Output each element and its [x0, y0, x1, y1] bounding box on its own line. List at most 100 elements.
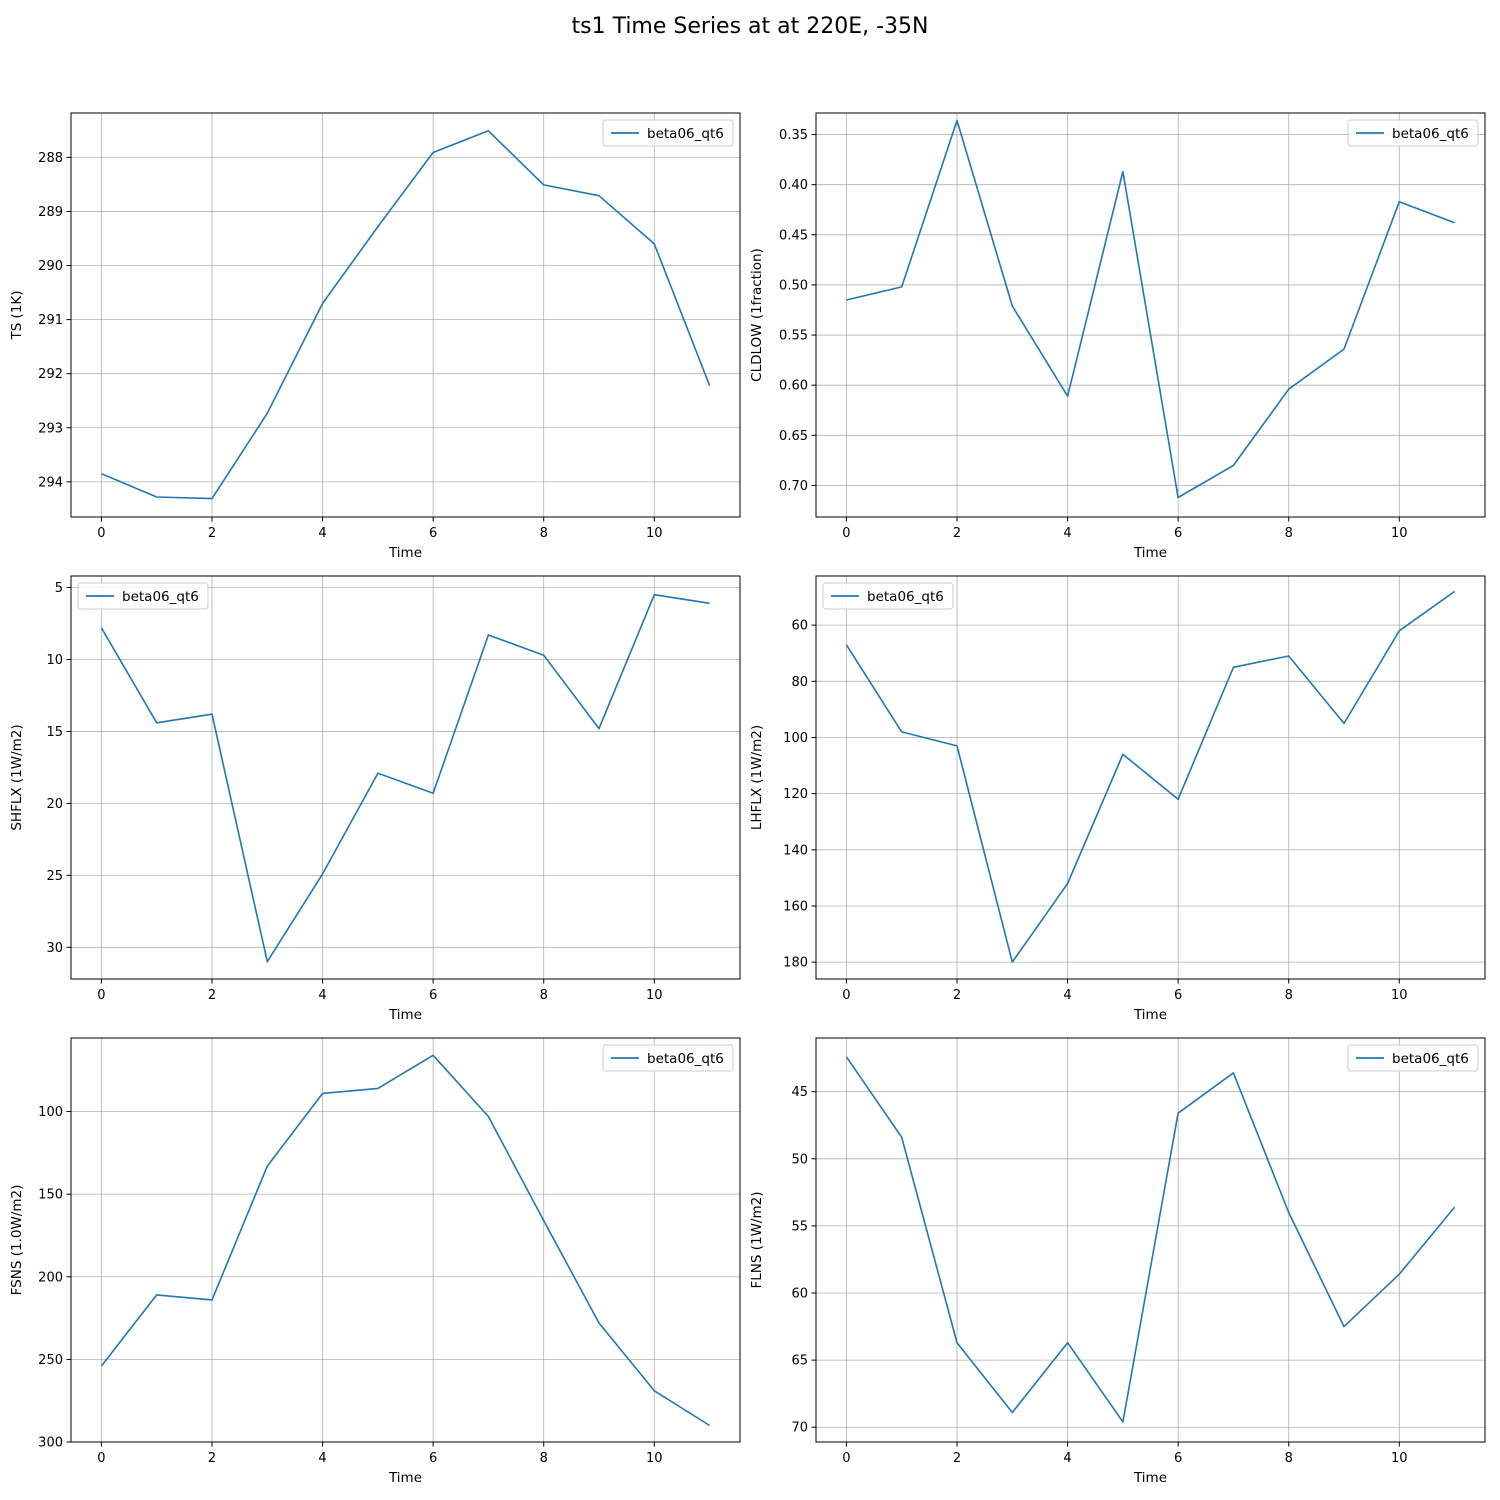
x-tick-label: 6	[429, 988, 437, 1003]
x-tick-label: 6	[1174, 526, 1182, 541]
x-tick-label: 8	[540, 988, 548, 1003]
legend-label: beta06_qt6	[647, 126, 724, 142]
y-tick-label: 289	[38, 205, 63, 220]
y-tick-label: 0.40	[779, 178, 808, 193]
y-tick-label: 294	[38, 475, 63, 490]
legend-label: beta06_qt6	[1392, 1051, 1469, 1067]
x-tick-label: 0	[97, 526, 105, 541]
y-tick-label: 0.45	[779, 228, 808, 243]
legend: beta06_qt6	[1347, 119, 1479, 147]
y-tick-label: 15	[46, 725, 63, 740]
x-tick-label: 2	[953, 988, 961, 1003]
series-line-beta06_qt6	[845, 1056, 1456, 1423]
y-tick-label: 293	[38, 421, 63, 436]
subplot-4: 0 2 4 6 8 10 60 80 100 120 140 160 180 Time LHFLX (1W/…	[749, 575, 1486, 1023]
x-tick-label: 8	[540, 526, 548, 541]
y-tick-label: 0.55	[779, 329, 808, 344]
x-tick-label: 6	[1174, 1451, 1182, 1466]
legend-box	[77, 582, 209, 610]
y-tick-label: 0.35	[779, 128, 808, 143]
legend: beta06_qt6	[1347, 1044, 1479, 1072]
subplot-5: 0 2 4 6 8 10 100 150 200 250 300 Time FSNS (1.0W/m2)…	[9, 1037, 741, 1486]
y-tick-label: 20	[46, 797, 63, 812]
y-tick-label: 45	[791, 1085, 808, 1100]
x-axis-label: Time	[388, 1470, 422, 1486]
y-tick-label: 100	[783, 731, 808, 746]
y-tick-label: 25	[46, 869, 63, 884]
legend-box	[602, 119, 734, 147]
y-tick-label: 60	[791, 1287, 808, 1302]
x-tick-label: 2	[208, 526, 216, 541]
legend-box	[1347, 1044, 1479, 1072]
x-tick-label: 10	[1391, 988, 1408, 1003]
x-axis-label: Time	[1133, 545, 1167, 561]
y-tick-label: 288	[38, 151, 63, 166]
x-tick-label: 10	[646, 1451, 663, 1466]
plot-frame	[70, 1037, 741, 1443]
y-tick-label: 150	[38, 1188, 63, 1203]
x-tick-label: 0	[97, 1451, 105, 1466]
x-tick-label: 2	[953, 1451, 961, 1466]
legend-box	[602, 1044, 734, 1072]
y-axis-label: CLDLOW (1fraction)	[749, 248, 765, 382]
y-tick-label: 70	[791, 1421, 808, 1436]
legend-box	[1347, 119, 1479, 147]
x-tick-label: 10	[1391, 1451, 1408, 1466]
x-tick-label: 8	[540, 1451, 548, 1466]
legend: beta06_qt6	[602, 119, 734, 147]
x-tick-label: 4	[318, 1451, 326, 1466]
x-axis-label: Time	[1133, 1470, 1167, 1486]
y-tick-label: 30	[46, 941, 63, 956]
y-tick-label: 55	[791, 1219, 808, 1234]
y-tick-label: 180	[783, 956, 808, 971]
x-tick-label: 0	[842, 988, 850, 1003]
subplot-6: 0 2 4 6 8 10 45 50 55 60 65 70 Time FLNS (1W/m2) beta0…	[749, 1037, 1486, 1486]
x-tick-label: 4	[318, 988, 326, 1003]
y-tick-label: 0.50	[779, 278, 808, 293]
x-tick-label: 10	[646, 526, 663, 541]
legend: beta06_qt6	[822, 582, 954, 610]
x-axis-label: Time	[1133, 1007, 1167, 1023]
x-tick-label: 2	[953, 526, 961, 541]
plot-frame	[70, 112, 741, 518]
y-tick-label: 65	[791, 1354, 808, 1369]
legend-label: beta06_qt6	[867, 589, 944, 605]
subplot-3: 0 2 4 6 8 10 5 10 15 20 25 30 Time SHFLX (1W/m2) beta0…	[9, 575, 741, 1023]
y-axis-label: FSNS (1.0W/m2)	[9, 1185, 25, 1296]
series-line-beta06_qt6	[100, 593, 710, 963]
legend: beta06_qt6	[77, 582, 209, 610]
y-tick-label: 140	[783, 843, 808, 858]
x-tick-label: 0	[97, 988, 105, 1003]
legend: beta06_qt6	[602, 1044, 734, 1072]
x-tick-label: 8	[1285, 988, 1293, 1003]
y-axis-label: FLNS (1W/m2)	[749, 1191, 765, 1288]
subplot-2: 0 2 4 6 8 10 0.35 0.40 0.45 0.50 0.55 0.60 0.65 0.70 T…	[749, 112, 1486, 561]
y-axis-label: TS (1K)	[9, 290, 25, 340]
x-tick-label: 4	[1063, 1451, 1071, 1466]
y-tick-label: 160	[783, 899, 808, 914]
plot-frame	[815, 112, 1486, 518]
y-tick-label: 300	[38, 1436, 63, 1451]
series-line-beta06_qt6	[100, 1054, 711, 1427]
x-tick-label: 4	[1063, 526, 1071, 541]
x-tick-label: 8	[1285, 1451, 1293, 1466]
subplot-1: 0 2 4 6 8 10 288 289 290 291 292 293 294 Time TS (1K) b…	[9, 112, 741, 561]
x-tick-label: 10	[1391, 526, 1408, 541]
legend-label: beta06_qt6	[647, 1051, 724, 1067]
x-tick-label: 6	[1174, 988, 1182, 1003]
legend-box	[822, 582, 954, 610]
y-tick-label: 200	[38, 1270, 63, 1285]
legend-label: beta06_qt6	[122, 589, 199, 605]
y-tick-label: 290	[38, 259, 63, 274]
x-axis-label: Time	[388, 545, 422, 561]
y-tick-label: 10	[46, 653, 63, 668]
figure-title: ts1 Time Series at at 220E, -35N	[571, 14, 929, 39]
plot-frame	[70, 575, 741, 980]
y-tick-label: 292	[38, 367, 63, 382]
y-tick-label: 0.65	[779, 429, 808, 444]
x-tick-label: 0	[842, 526, 850, 541]
plot-frame	[815, 575, 1486, 980]
x-tick-label: 6	[429, 526, 437, 541]
x-tick-label: 4	[318, 526, 326, 541]
y-tick-label: 120	[783, 787, 808, 802]
